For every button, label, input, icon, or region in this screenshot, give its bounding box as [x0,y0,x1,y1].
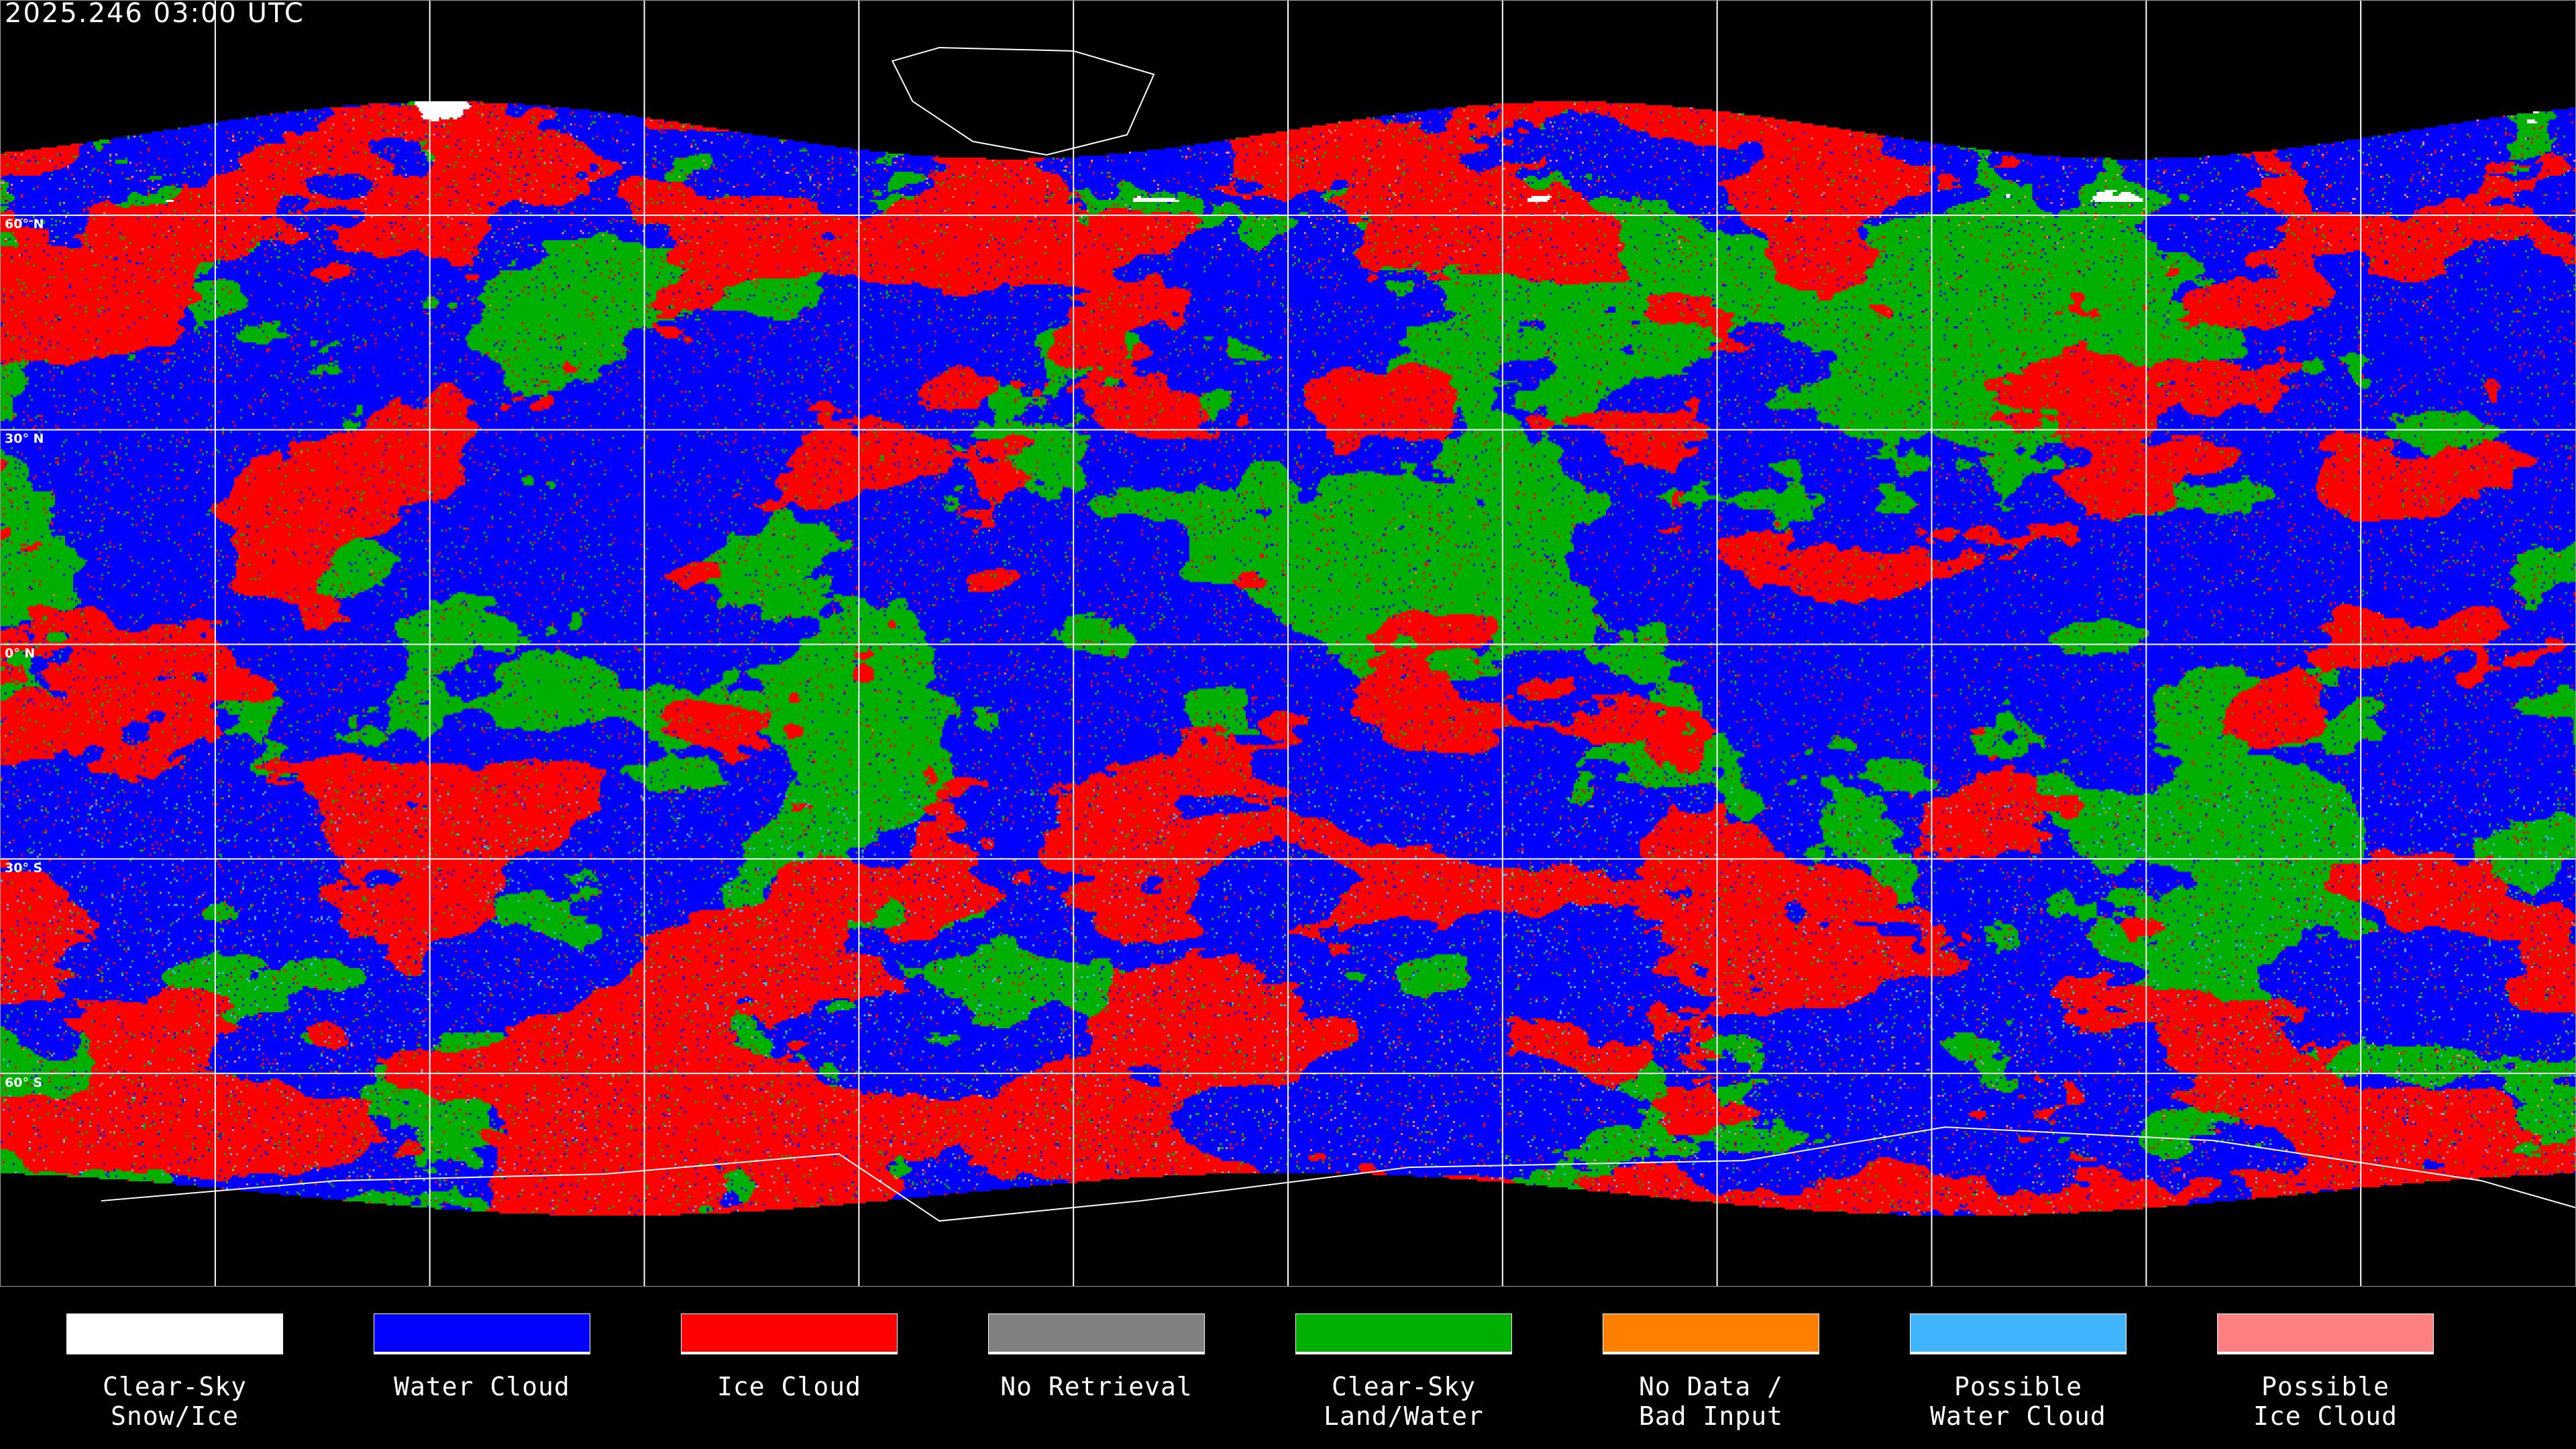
legend-swatch [1910,1313,2127,1354]
legend-item-no-retrieval: No Retrieval [988,1313,1205,1401]
lat-label-60n: 60° N [5,217,44,231]
legend-swatch [681,1313,898,1354]
legend-item-no-data-bad-input: No Data / Bad Input [1603,1313,1819,1431]
legend-label: Water Cloud [394,1372,570,1401]
legend: Clear-Sky Snow/Ice Water Cloud Ice Cloud … [0,1287,2576,1449]
timestamp-title: 2025.246 03:00 UTC [5,0,305,29]
lat-label-30n: 30° N [5,431,44,446]
legend-item-ice-cloud: Ice Cloud [681,1313,898,1401]
legend-item-clear-sky-snow-ice: Clear-Sky Snow/Ice [66,1313,283,1431]
legend-label: No Data / Bad Input [1639,1372,1783,1431]
legend-label: Possible Water Cloud [1930,1372,2106,1431]
legend-swatch [988,1313,1205,1354]
legend-label: Clear-Sky Snow/Ice [103,1372,247,1431]
legend-item-clear-sky-land-water: Clear-Sky Land/Water [1295,1313,1512,1431]
legend-swatch [2217,1313,2434,1354]
legend-item-possible-water-cloud: Possible Water Cloud [1910,1313,2127,1431]
legend-item-possible-ice-cloud: Possible Ice Cloud [2217,1313,2434,1431]
legend-item-water-cloud: Water Cloud [374,1313,590,1401]
graticule-overlay [1,1,2575,1286]
greenland-coastline [891,46,1155,156]
lat-label-60s: 60° S [5,1075,43,1090]
antarctica-coastline [101,1126,2575,1222]
legend-label: No Retrieval [1000,1372,1193,1401]
legend-swatch [374,1313,590,1354]
legend-swatch [66,1313,283,1354]
legend-swatch [1295,1313,1512,1354]
legend-label: Ice Cloud [717,1372,861,1401]
legend-swatch [1603,1313,1819,1354]
legend-label: Possible Ice Cloud [2253,1372,2398,1431]
cloud-phase-map: 2025.246 03:00 UTC 60° N 30° N 0° N 30° … [0,0,2576,1287]
lat-label-equator: 0° N [5,646,36,661]
legend-label: Clear-Sky Land/Water [1324,1372,1484,1431]
lat-label-30s: 30° S [5,861,43,875]
